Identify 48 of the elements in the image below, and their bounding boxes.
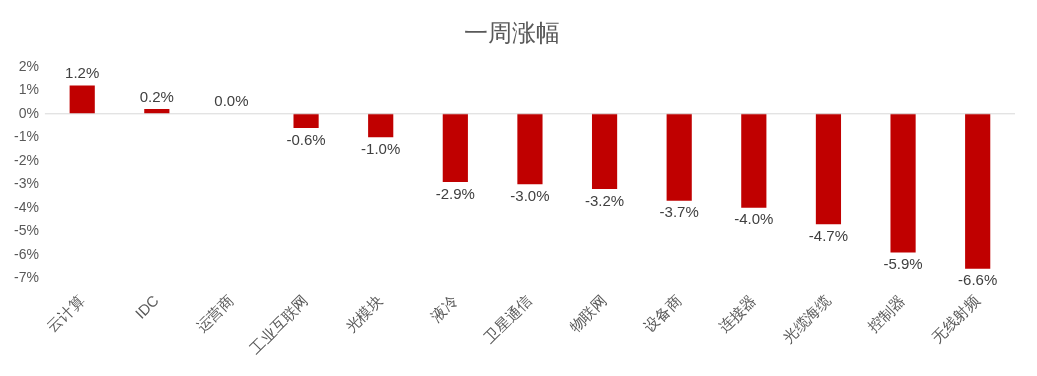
data-label: -1.0% (361, 139, 401, 157)
data-label: -6.6% (958, 271, 998, 289)
bar (69, 85, 95, 114)
y-tick-label: 1% (18, 81, 39, 98)
bar (741, 113, 767, 208)
y-tick-label: -7% (13, 269, 39, 286)
x-tick-label: 控制器 (864, 291, 909, 336)
bar (591, 113, 618, 189)
data-label: -3.7% (659, 203, 699, 221)
x-tick-label: 工业互联网 (246, 291, 312, 357)
data-label: -4.0% (734, 210, 774, 228)
x-tick-label: IDC (131, 291, 162, 322)
bar (965, 113, 991, 269)
x-tick-label: 无线射频 (928, 291, 983, 347)
bar (890, 113, 916, 253)
chart-title: 一周涨幅 (463, 19, 560, 47)
y-tick-label: -5% (13, 222, 39, 239)
bar (815, 113, 842, 225)
x-tick-label: 光模块 (341, 291, 386, 336)
data-label: -3.0% (510, 186, 550, 204)
bar (666, 113, 692, 201)
y-tick-label: -3% (13, 175, 39, 192)
bar (368, 113, 394, 138)
y-tick-label: -1% (13, 128, 39, 145)
data-label: 0.2% (139, 87, 174, 105)
bar (293, 113, 319, 128)
data-label: 1.2% (65, 64, 100, 82)
y-tick-label: -6% (13, 245, 39, 262)
data-label: -0.6% (286, 130, 326, 148)
x-tick-label: 连接器 (715, 291, 759, 336)
x-tick-label: 卫星通信 (480, 291, 535, 347)
y-tick-label: -4% (13, 198, 39, 215)
x-tick-label: 物联网 (565, 291, 610, 336)
x-tick-label: 设备商 (640, 291, 685, 336)
x-tick-label: 运营商 (192, 291, 237, 336)
data-label: -3.2% (584, 191, 625, 209)
data-label: 0.0% (214, 92, 249, 110)
x-tick-label: 云计算 (43, 291, 88, 336)
y-tick-label: 2% (18, 57, 39, 74)
bar (442, 113, 468, 182)
x-tick-label: 光缆海缆 (779, 291, 834, 347)
data-label: -4.7% (808, 226, 849, 244)
data-label: -5.9% (883, 255, 923, 273)
bar (517, 113, 543, 185)
y-tick-label: 0% (18, 104, 39, 121)
y-tick-label: -2% (13, 151, 39, 168)
data-label: -2.9% (435, 184, 475, 202)
x-tick-label: 液冷 (427, 291, 461, 325)
